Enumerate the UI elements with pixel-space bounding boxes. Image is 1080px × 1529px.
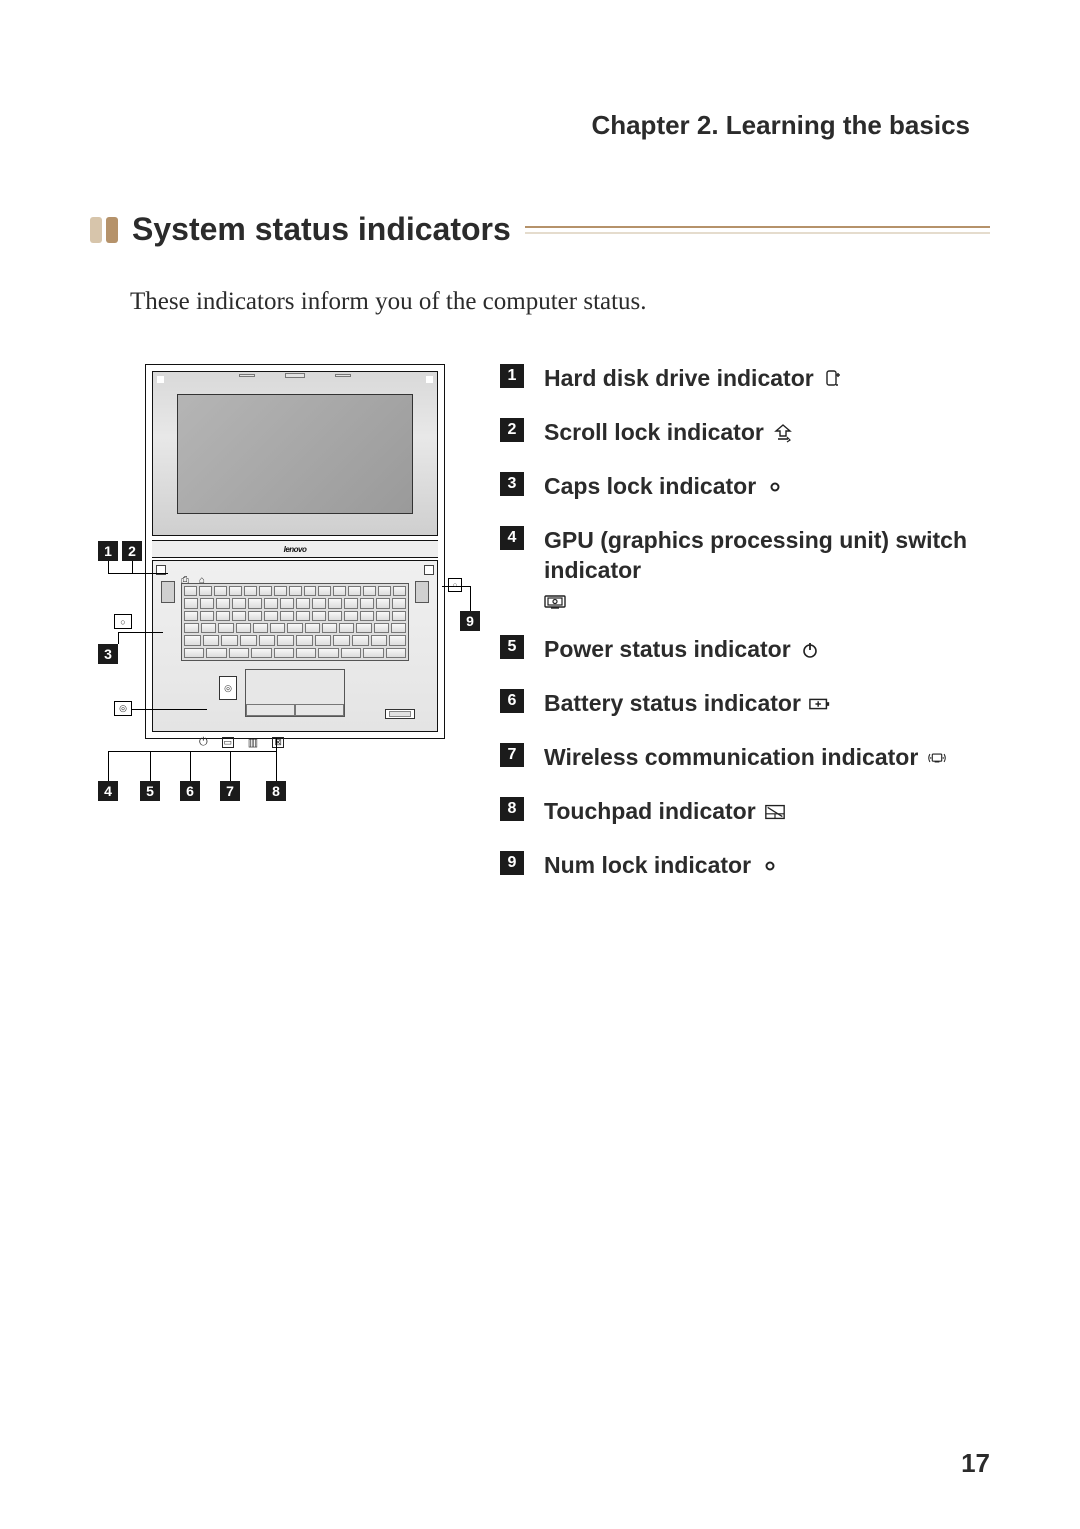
- legend-number: 7: [500, 743, 524, 767]
- callout-5: 5: [140, 781, 160, 801]
- section-rule: [525, 226, 990, 234]
- callout-2: 2: [122, 541, 142, 561]
- laptop-diagram: lenovo ⎙⌂ ◎ ⏻▭▥⊠: [90, 356, 470, 786]
- legend-row: 4 GPU (graphics processing unit) switch i…: [500, 526, 990, 612]
- laptop-screen: [177, 394, 413, 514]
- rule-line: [525, 226, 990, 228]
- section-bullets: [90, 217, 118, 243]
- legend-label: Wireless communication indicator: [544, 743, 948, 773]
- callout-9: 9: [460, 611, 480, 631]
- legend-row: 8 Touchpad indicator: [500, 797, 990, 827]
- legend-number: 3: [500, 472, 524, 496]
- gpu-icon: [544, 591, 566, 611]
- rule-line: [525, 232, 990, 234]
- hinge-bar: lenovo: [152, 540, 438, 558]
- callout-3: 3: [98, 644, 118, 664]
- legend-number: 8: [500, 797, 524, 821]
- caps-lock-icon: [764, 477, 786, 497]
- speaker: [161, 581, 175, 603]
- speaker: [415, 581, 429, 603]
- section-title: System status indicators: [132, 211, 511, 248]
- intro-text: These indicators inform you of the compu…: [130, 288, 990, 316]
- callout-8: 8: [266, 781, 286, 801]
- hdd-icon: [822, 369, 844, 389]
- legend-label: Hard disk drive indicator: [544, 364, 844, 394]
- legend-number: 1: [500, 364, 524, 388]
- callout-6: 6: [180, 781, 200, 801]
- indicator-legend: 1 Hard disk drive indicator 2 Scroll lock …: [500, 356, 990, 905]
- laptop-outline: lenovo ⎙⌂ ◎ ⏻▭▥⊠: [145, 364, 445, 739]
- battery-icon: [809, 694, 831, 714]
- lid-latches: [153, 373, 437, 381]
- laptop-lid: [152, 371, 438, 536]
- legend-row: 6 Battery status indicator: [500, 689, 990, 719]
- page: Chapter 2. Learning the basics System st…: [0, 0, 1080, 1529]
- legend-label: GPU (graphics processing unit) switch in…: [544, 526, 990, 612]
- section-bullet-icon: [90, 217, 102, 243]
- legend-number: 5: [500, 635, 524, 659]
- legend-row: 2 Scroll lock indicator: [500, 418, 990, 448]
- wireless-icon: [926, 748, 948, 768]
- keyboard: [181, 583, 409, 661]
- legend-row: 3 Caps lock indicator: [500, 472, 990, 502]
- legend-number: 2: [500, 418, 524, 442]
- bottom-indicator-row: ⏻▭▥⊠: [199, 736, 284, 749]
- fingerprint-reader: ◎: [219, 676, 237, 700]
- legend-label: Battery status indicator: [544, 689, 831, 719]
- power-icon: [799, 640, 821, 660]
- legend-number: 6: [500, 689, 524, 713]
- num-lock-icon: [759, 856, 781, 876]
- content-row: lenovo ⎙⌂ ◎ ⏻▭▥⊠: [90, 356, 990, 905]
- touchpad-icon: [764, 802, 786, 822]
- legend-label: Scroll lock indicator: [544, 418, 794, 448]
- section-heading-row: System status indicators: [90, 211, 990, 248]
- page-number: 17: [961, 1448, 990, 1479]
- legend-label: Touchpad indicator: [544, 797, 786, 827]
- callout-7: 7: [220, 781, 240, 801]
- chapter-header: Chapter 2. Learning the basics: [90, 110, 990, 141]
- laptop-deck: ⎙⌂ ◎ ⏻▭▥⊠: [152, 560, 438, 732]
- legend-row: 7 Wireless communication indicator: [500, 743, 990, 773]
- section-bullet-icon: [106, 217, 118, 243]
- legend-row: 9 Num lock indicator: [500, 851, 990, 881]
- legend-label: Power status indicator: [544, 635, 821, 665]
- callout-4: 4: [98, 781, 118, 801]
- legend-row: 5 Power status indicator: [500, 635, 990, 665]
- legend-label: Caps lock indicator: [544, 472, 786, 502]
- callout-1: 1: [98, 541, 118, 561]
- legend-number: 4: [500, 526, 524, 550]
- legend-label: Num lock indicator: [544, 851, 781, 881]
- touchpad: [245, 669, 345, 717]
- legend-row: 1 Hard disk drive indicator: [500, 364, 990, 394]
- legend-number: 9: [500, 851, 524, 875]
- scroll-lock-icon: [772, 423, 794, 443]
- card-slot: [385, 709, 415, 719]
